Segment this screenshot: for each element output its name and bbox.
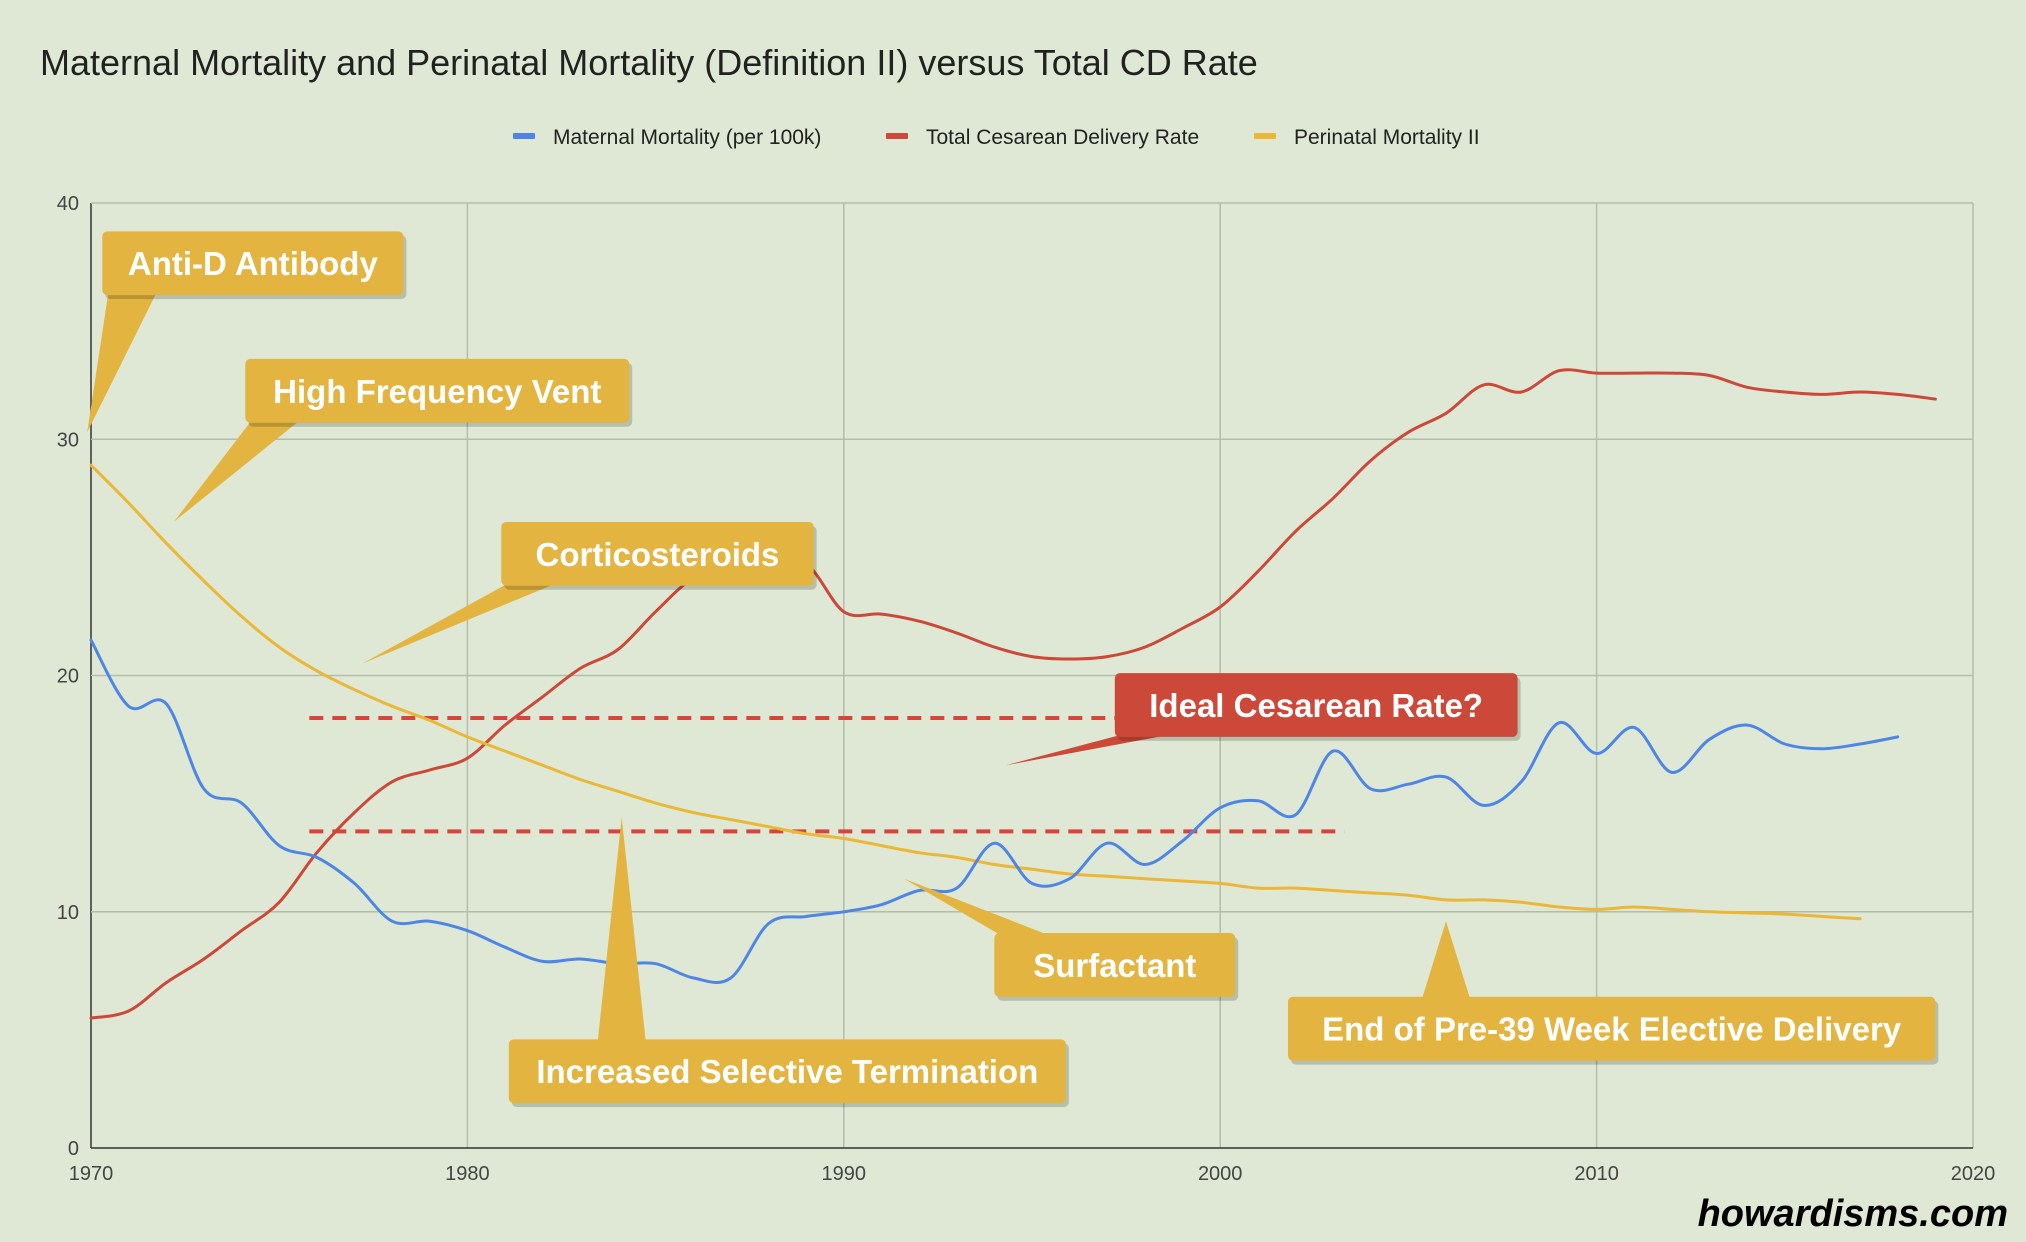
x-tick-label: 2020 (1951, 1163, 1996, 1185)
annotation-label: Anti-D Antibody (128, 245, 379, 282)
legend-label: Total Cesarean Delivery Rate (926, 126, 1199, 149)
annotation-label: Surfactant (1033, 947, 1196, 984)
y-tick-label: 10 (57, 902, 79, 924)
y-tick-label: 40 (57, 193, 79, 215)
annotation-box (1287, 996, 1936, 1061)
y-tick-label: 0 (68, 1138, 79, 1160)
annotation-callout: Ideal Cesarean Rate? (1005, 673, 1521, 766)
annotations: Anti-D Antibody High Frequency Vent Cortic… (87, 231, 1939, 1108)
annotation-callout: End of Pre-39 Week Elective Delivery (1287, 921, 1939, 1065)
annotation-box (994, 933, 1236, 997)
annotation-pointer (1005, 734, 1169, 766)
annotation-label: Corticosteroids (536, 536, 780, 573)
legend-swatch (886, 133, 908, 139)
annotation-pointer (904, 878, 1049, 936)
reference-lines (309, 716, 1345, 834)
series-line (89, 368, 1937, 1020)
legend-swatch (513, 133, 535, 139)
annotation-label: Ideal Cesarean Rate? (1149, 687, 1483, 724)
gridlines (90, 202, 1974, 1149)
annotation-box (1114, 673, 1518, 737)
x-tick-label: 2000 (1198, 1163, 1243, 1185)
annotation-box (501, 521, 814, 586)
series-lines (89, 368, 1937, 1020)
annotation-pointer (597, 817, 646, 1042)
watermark: howardisms.com (1698, 1193, 2008, 1235)
annotation-label: High Frequency Vent (273, 373, 601, 410)
annotation-pointer (173, 420, 300, 522)
annotation-callout: Corticosteroids (362, 521, 817, 664)
annotation-label: End of Pre-39 Week Elective Delivery (1322, 1011, 1902, 1048)
x-tick-label: 2010 (1574, 1163, 1619, 1185)
y-tick-label: 20 (57, 666, 79, 688)
annotation-pointer (87, 293, 157, 433)
y-tick-label: 30 (57, 429, 79, 451)
annotation-box (102, 231, 404, 296)
x-tick-label: 1970 (69, 1163, 114, 1185)
annotation-callout: Anti-D Antibody (87, 231, 407, 433)
legend-label: Perinatal Mortality II (1294, 126, 1480, 149)
annotation-callout: Increased Selective Termination (508, 817, 1069, 1108)
series-line (89, 638, 1900, 985)
series-line (89, 463, 1862, 921)
annotation-label: Increased Selective Termination (536, 1053, 1038, 1090)
annotation-pointer (1422, 921, 1471, 999)
x-tick-label: 1990 (822, 1163, 867, 1185)
chart-title: Maternal Mortality and Perinatal Mortali… (40, 42, 1258, 83)
annotation-pointer (362, 583, 556, 664)
annotation-box (245, 358, 630, 423)
axis-ticks: 1970 1980 1990 2000 2010 2020 0 10 20 30 40 (57, 193, 1996, 1185)
annotation-callout: High Frequency Vent (173, 358, 633, 522)
annotation-callout: Surfactant (904, 878, 1239, 1001)
legend-label: Maternal Mortality (per 100k) (553, 126, 821, 149)
annotation-box (508, 1039, 1066, 1104)
x-tick-label: 1980 (445, 1163, 490, 1185)
legend-swatch (1254, 133, 1276, 139)
legend: Maternal Mortality (per 100k) Total Cesar… (513, 126, 1480, 149)
